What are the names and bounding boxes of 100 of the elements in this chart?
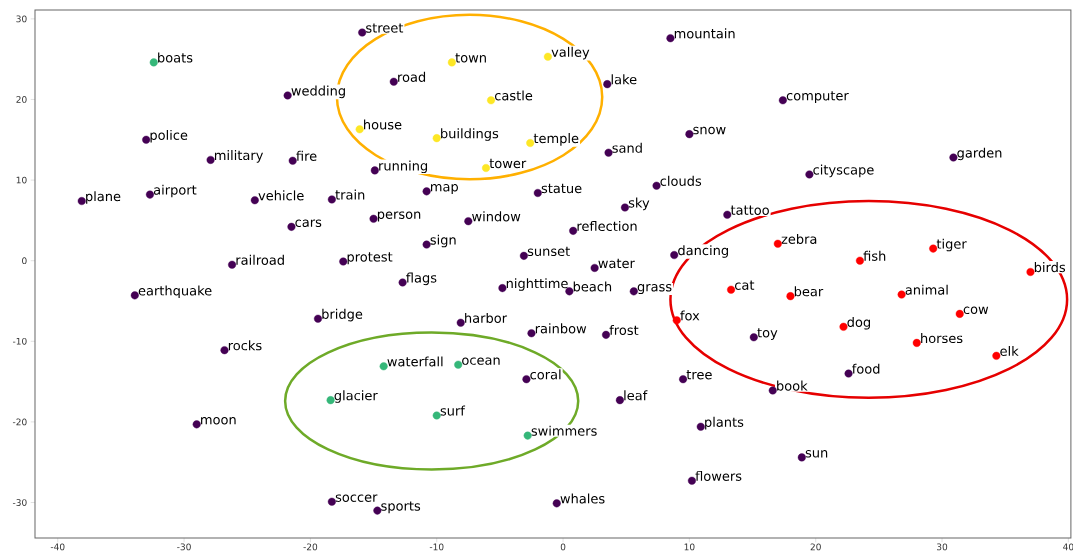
point (552, 499, 561, 508)
data-label: food (852, 363, 880, 374)
data-label: elk (1000, 345, 1019, 357)
point (379, 362, 388, 371)
data-label: tiger (936, 238, 967, 252)
data-label: dancing (678, 245, 728, 258)
data-label: bear (794, 286, 824, 297)
point (487, 96, 496, 105)
point (629, 287, 638, 296)
data-label: soccer (335, 494, 378, 502)
point (652, 181, 661, 190)
data-label: moon (201, 417, 236, 425)
point (283, 91, 292, 100)
point (615, 396, 624, 405)
data-label: police (150, 129, 188, 143)
point (373, 506, 382, 515)
data-label: cityscape (813, 164, 874, 178)
point (522, 375, 531, 384)
point (949, 153, 958, 162)
point (805, 170, 814, 179)
data-label: flowers (695, 470, 742, 481)
data-label: swimmers (531, 425, 597, 436)
data-label: window (472, 211, 521, 222)
data-label: surf (440, 405, 466, 416)
point (326, 396, 335, 405)
point (288, 156, 297, 165)
data-label: flags (406, 272, 437, 286)
point (358, 28, 367, 37)
point (77, 197, 86, 206)
point (447, 58, 456, 67)
data-label: sunset (527, 246, 570, 257)
point (228, 260, 237, 269)
point (672, 316, 681, 325)
data-label: military (214, 150, 264, 163)
data-label: railroad (236, 254, 284, 265)
data-label: sports (381, 501, 421, 514)
data-label: train (335, 189, 365, 200)
point (432, 411, 441, 420)
point (727, 285, 736, 294)
data-label: plants (705, 416, 744, 430)
point (206, 155, 215, 164)
x-tick-label: 30 (937, 543, 948, 551)
point (519, 251, 528, 260)
data-label: horses (921, 333, 963, 344)
point (955, 309, 964, 318)
data-label: book (777, 380, 808, 391)
point (773, 239, 782, 248)
data-label: vehicle (258, 190, 304, 201)
point (389, 77, 398, 86)
point (797, 453, 806, 462)
point (464, 217, 473, 226)
point (912, 338, 921, 347)
point (220, 346, 229, 355)
point (620, 203, 629, 212)
data-label: protest (347, 252, 393, 265)
x-tick-label: 20 (810, 543, 821, 551)
data-label: map (431, 184, 458, 195)
point (992, 351, 1001, 360)
x-tick-label: 0 (560, 543, 566, 551)
point (839, 322, 848, 331)
data-label: cat (735, 280, 755, 290)
point (687, 476, 696, 485)
data-label: water (598, 258, 635, 269)
point (145, 190, 154, 199)
data-label: valley (551, 46, 590, 60)
x-tick-label: -30 (177, 543, 191, 551)
data-label: tower (489, 158, 527, 169)
point (604, 148, 613, 157)
point (482, 163, 490, 172)
data-label: glacier (334, 390, 378, 403)
point (369, 214, 378, 223)
data-label: beach (573, 281, 612, 292)
point (370, 166, 379, 175)
data-label: airport (153, 184, 197, 198)
data-label: animal (905, 284, 948, 295)
x-tick-label: -40 (50, 543, 65, 551)
data-label: sky (628, 197, 650, 211)
data-label: running (379, 160, 428, 174)
point (768, 386, 777, 395)
y-tick-label: 30 (16, 15, 27, 23)
point (149, 58, 158, 67)
point (250, 196, 259, 205)
data-label: street (366, 23, 404, 33)
data-label: clouds (660, 175, 702, 186)
point (844, 369, 853, 378)
data-label: rainbow (535, 323, 587, 334)
point (287, 222, 296, 231)
y-tick-label: -20 (12, 418, 27, 426)
data-label: fish (863, 250, 886, 261)
data-label: waterfall (387, 356, 443, 367)
point (130, 291, 139, 300)
data-label: boats (158, 52, 193, 63)
data-label: tattoo (730, 205, 769, 215)
data-label: birds (1034, 262, 1066, 273)
data-label: leaf (624, 390, 648, 401)
data-label: sun (805, 450, 828, 458)
y-tick-label: -10 (12, 337, 27, 345)
point (723, 210, 732, 219)
point (313, 314, 322, 323)
point (533, 188, 542, 197)
